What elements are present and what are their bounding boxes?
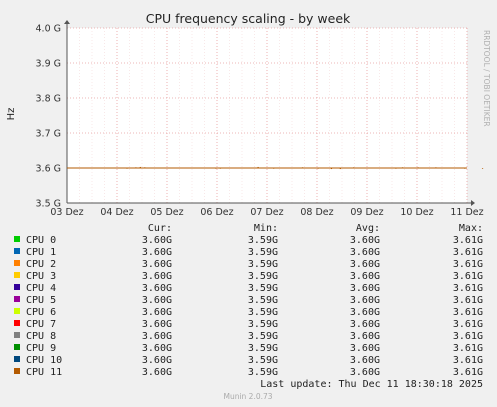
legend-swatch-cpu-2 <box>14 260 20 266</box>
y-axis-label: Hz <box>6 108 17 121</box>
legend-name-cpu-11: CPU 11 <box>26 367 62 378</box>
legend-min-cpu-1: 3.59G <box>248 247 278 258</box>
legend-min-cpu-6: 3.59G <box>248 307 278 318</box>
y-tick-label: 3.8 G <box>36 94 62 105</box>
legend-avg-cpu-1: 3.60G <box>350 247 380 258</box>
legend-name-cpu-6: CPU 6 <box>26 307 56 318</box>
x-tick-label: 10 Dez <box>400 207 433 218</box>
legend-min-cpu-2: 3.59G <box>248 259 278 270</box>
legend-name-cpu-7: CPU 7 <box>26 319 56 330</box>
rrdtool-credit: RRDTOOL / TOBI OETIKER <box>482 30 491 127</box>
legend-name-cpu-10: CPU 10 <box>26 355 62 366</box>
legend-swatch-cpu-8 <box>14 332 20 338</box>
legend-cur-cpu-11: 3.60G <box>142 367 172 378</box>
legend-header-max: Max: <box>459 223 483 234</box>
y-tick-label: 3.5 G <box>36 199 62 210</box>
legend-cur-cpu-9: 3.60G <box>142 343 172 354</box>
legend-min-cpu-0: 3.59G <box>248 235 278 246</box>
legend-max-cpu-0: 3.61G <box>453 235 483 246</box>
legend-avg-cpu-8: 3.60G <box>350 331 380 342</box>
legend-cur-cpu-5: 3.60G <box>142 295 172 306</box>
y-tick-label: 3.6 G <box>36 164 62 175</box>
legend-max-cpu-3: 3.61G <box>453 271 483 282</box>
x-tick-label: 11 Dez <box>450 207 483 218</box>
legend-name-cpu-3: CPU 3 <box>26 271 56 282</box>
legend-max-cpu-10: 3.61G <box>453 355 483 366</box>
legend-swatch-cpu-4 <box>14 284 20 290</box>
legend-swatch-cpu-7 <box>14 320 20 326</box>
legend-swatch-cpu-11 <box>14 368 20 374</box>
legend-avg-cpu-2: 3.60G <box>350 259 380 270</box>
legend-avg-cpu-0: 3.60G <box>350 235 380 246</box>
legend-min-cpu-7: 3.59G <box>248 319 278 330</box>
legend-cur-cpu-0: 3.60G <box>142 235 172 246</box>
legend-swatch-cpu-1 <box>14 248 20 254</box>
legend-max-cpu-4: 3.61G <box>453 283 483 294</box>
legend-max-cpu-5: 3.61G <box>453 295 483 306</box>
legend-cur-cpu-4: 3.60G <box>142 283 172 294</box>
legend-min-cpu-3: 3.59G <box>248 271 278 282</box>
legend-min-cpu-8: 3.59G <box>248 331 278 342</box>
legend-min-cpu-11: 3.59G <box>248 367 278 378</box>
x-tick-label: 04 Dez <box>100 207 133 218</box>
legend-swatch-cpu-6 <box>14 308 20 314</box>
last-update: Last update: Thu Dec 11 18:30:18 2025 <box>260 379 483 390</box>
chart-title: CPU frequency scaling - by week <box>146 11 351 26</box>
legend-cur-cpu-7: 3.60G <box>142 319 172 330</box>
legend-name-cpu-0: CPU 0 <box>26 235 56 246</box>
legend-swatch-cpu-0 <box>14 236 20 242</box>
legend-cur-cpu-6: 3.60G <box>142 307 172 318</box>
x-axis-arrow <box>471 200 475 206</box>
legend-cur-cpu-1: 3.60G <box>142 247 172 258</box>
legend-header-cur: Cur: <box>148 223 172 234</box>
y-axis-arrow <box>64 20 70 24</box>
legend-max-cpu-9: 3.61G <box>453 343 483 354</box>
munin-version: Munin 2.0.73 <box>223 392 272 401</box>
legend-avg-cpu-3: 3.60G <box>350 271 380 282</box>
legend-avg-cpu-9: 3.60G <box>350 343 380 354</box>
x-tick-label: 03 Dez <box>50 207 83 218</box>
x-tick-label: 09 Dez <box>350 207 383 218</box>
legend-name-cpu-5: CPU 5 <box>26 295 56 306</box>
legend-cur-cpu-3: 3.60G <box>142 271 172 282</box>
legend-cur-cpu-10: 3.60G <box>142 355 172 366</box>
legend-max-cpu-8: 3.61G <box>453 331 483 342</box>
legend-name-cpu-8: CPU 8 <box>26 331 56 342</box>
legend-max-cpu-1: 3.61G <box>453 247 483 258</box>
y-tick-label: 3.7 G <box>36 129 62 140</box>
legend-header-avg: Avg: <box>356 223 380 234</box>
legend-max-cpu-7: 3.61G <box>453 319 483 330</box>
legend-min-cpu-5: 3.59G <box>248 295 278 306</box>
legend-name-cpu-1: CPU 1 <box>26 247 56 258</box>
legend-swatch-cpu-10 <box>14 356 20 362</box>
legend-swatch-cpu-9 <box>14 344 20 350</box>
legend-max-cpu-6: 3.61G <box>453 307 483 318</box>
legend-max-cpu-11: 3.61G <box>453 367 483 378</box>
x-tick-label: 07 Dez <box>250 207 283 218</box>
legend-header-min: Min: <box>254 223 278 234</box>
x-tick-label: 06 Dez <box>200 207 233 218</box>
legend-avg-cpu-10: 3.60G <box>350 355 380 366</box>
legend-min-cpu-4: 3.59G <box>248 283 278 294</box>
legend-name-cpu-4: CPU 4 <box>26 283 56 294</box>
legend-cur-cpu-8: 3.60G <box>142 331 172 342</box>
legend-cur-cpu-2: 3.60G <box>142 259 172 270</box>
legend-avg-cpu-7: 3.60G <box>350 319 380 330</box>
legend-avg-cpu-6: 3.60G <box>350 307 380 318</box>
legend-min-cpu-9: 3.59G <box>248 343 278 354</box>
legend-swatch-cpu-3 <box>14 272 20 278</box>
legend-name-cpu-2: CPU 2 <box>26 259 56 270</box>
legend-avg-cpu-5: 3.60G <box>350 295 380 306</box>
legend-swatch-cpu-5 <box>14 296 20 302</box>
x-tick-label: 05 Dez <box>150 207 183 218</box>
legend-name-cpu-9: CPU 9 <box>26 343 56 354</box>
legend-min-cpu-10: 3.59G <box>248 355 278 366</box>
legend-avg-cpu-4: 3.60G <box>350 283 380 294</box>
legend-avg-cpu-11: 3.60G <box>350 367 380 378</box>
y-tick-label: 3.9 G <box>36 59 62 70</box>
x-tick-label: 08 Dez <box>300 207 333 218</box>
y-tick-label: 4.0 G <box>36 24 62 35</box>
legend-max-cpu-2: 3.61G <box>453 259 483 270</box>
